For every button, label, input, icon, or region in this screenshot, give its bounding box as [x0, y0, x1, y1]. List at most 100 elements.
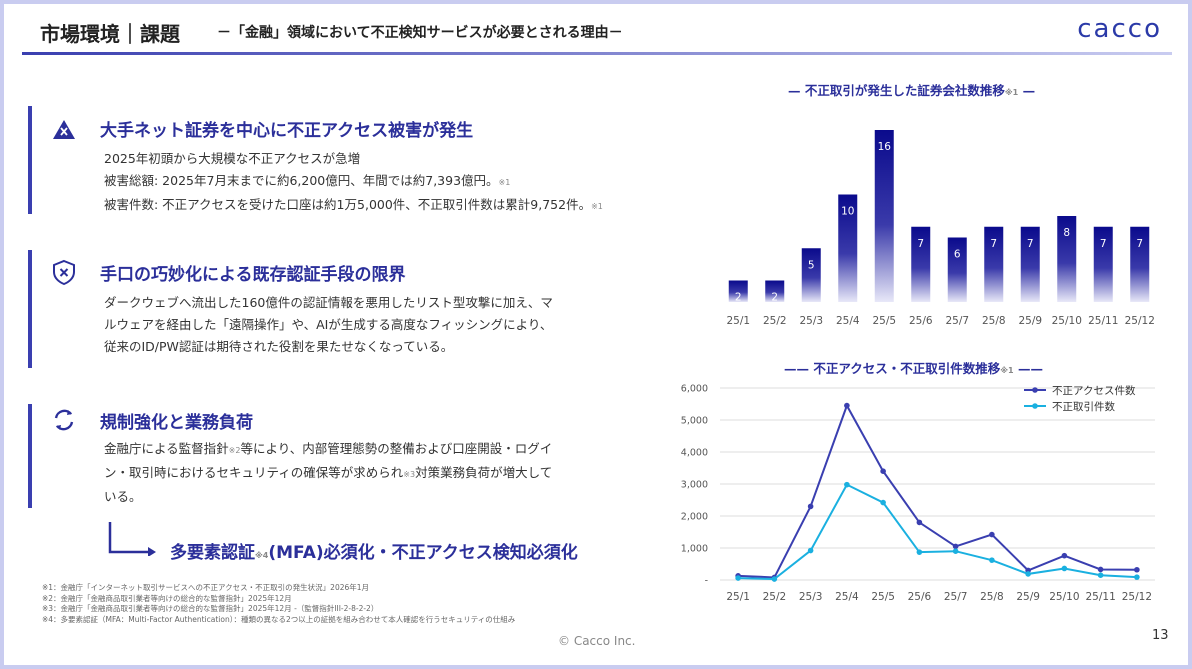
x-tick-label: 25/11	[1088, 315, 1118, 327]
bar-value-label: 10	[841, 206, 854, 218]
data-point	[880, 468, 886, 474]
x-tick-label: 25/3	[799, 315, 823, 327]
bar	[984, 226, 1004, 302]
data-point	[1061, 552, 1068, 559]
bar-value-label: 7	[1100, 238, 1107, 250]
section-title: 規制強化と業務負荷	[100, 413, 253, 433]
y-tick-label: 1,000	[681, 544, 708, 555]
data-point	[916, 549, 923, 555]
data-point	[1025, 571, 1031, 577]
x-tick-label: 25/5	[871, 591, 895, 603]
x-tick-label: 25/6	[908, 591, 932, 603]
shield-x-icon	[50, 258, 78, 286]
body-line: いる。	[104, 489, 142, 504]
y-tick-label: 6,000	[681, 384, 708, 395]
bar	[947, 237, 967, 302]
footnote: ※4：多要素認証（MFA：Multi-Factor Authentication…	[42, 614, 516, 624]
data-point	[844, 481, 850, 488]
data-point	[1097, 566, 1104, 573]
refresh-icon	[50, 406, 78, 434]
bar-value-label: 2	[771, 292, 778, 304]
series-line	[738, 483, 1137, 581]
body-line: 2025年初頭から大規模な不正アクセスが急増	[104, 151, 361, 166]
x-tick-label: 25/7	[945, 315, 969, 327]
x-tick-label: 25/2	[763, 315, 787, 327]
x-tick-label: 25/10	[1052, 315, 1082, 327]
footnotes: ※1：金融庁「インターネット取引サービスへの不正アクセス・不正取引の発生状況」2…	[42, 583, 515, 625]
bar	[838, 194, 858, 302]
section-auth-limits: 手口の巧妙化による既存認証手段の限界 ダークウェブへ流出した160億件の認証情報…	[28, 250, 688, 368]
data-point	[807, 547, 814, 554]
bar	[1057, 216, 1077, 302]
bar-value-label: 7	[917, 238, 924, 250]
y-tick-label: 5,000	[681, 416, 708, 427]
bar	[728, 280, 748, 302]
bar-chart: 225/1225/2525/31025/41625/5725/6625/7725…	[726, 130, 1155, 327]
page-title: 市場環境｜課題	[40, 22, 180, 46]
slide-header: 市場環境｜課題 －「金融」領域において不正検知サービスが必要とされる理由－ ca…	[22, 14, 1172, 55]
footnote-ref: ※1	[1004, 88, 1019, 97]
cacco-logo: cacco	[1077, 14, 1162, 44]
body-line: 金融庁による監督指針	[104, 441, 229, 456]
y-tick-label: -	[705, 576, 708, 587]
arrow-icon	[108, 522, 156, 557]
data-point	[880, 499, 886, 506]
section-body: 2025年初頭から大規模な不正アクセスが急増 被害総額: 2025年7月末までに…	[104, 148, 603, 218]
x-tick-label: 25/2	[763, 591, 787, 603]
x-tick-label: 25/4	[836, 315, 860, 327]
section-accent-bar	[28, 404, 32, 508]
data-point	[989, 531, 995, 538]
data-point	[989, 557, 995, 563]
footnote-ref: ※1	[1000, 366, 1014, 375]
x-tick-label: 25/1	[726, 591, 750, 603]
x-tick-label: 25/3	[799, 591, 823, 603]
x-tick-label: 25/5	[872, 315, 896, 327]
emphasis-part: 多要素認証	[170, 543, 255, 563]
footnote-ref: ※2	[228, 446, 241, 455]
x-tick-label: 25/6	[909, 315, 933, 327]
series-line	[738, 403, 1137, 579]
data-point	[952, 548, 959, 554]
section-body: ダークウェブへ流出した160億件の認証情報を悪用したリスト型攻撃に加え、マ ルウ…	[104, 292, 553, 358]
bar-chart-title: — 不正取引が発生した証券会社数推移※1 —	[788, 83, 1036, 98]
x-tick-label: 25/1	[726, 315, 750, 327]
bar-value-label: 7	[1027, 238, 1034, 250]
alert-triangle-icon	[50, 116, 78, 144]
x-tick-label: 25/9	[1016, 591, 1040, 603]
data-point	[952, 543, 959, 550]
bar	[1130, 226, 1150, 302]
bar	[765, 280, 785, 302]
bar-chart-title-text: 不正取引が発生した証券会社数推移	[804, 83, 1005, 98]
header-divider	[22, 52, 1172, 55]
section-regulation: 規制強化と業務負荷 金融庁による監督指針※2等により、内部管理態勢の整備および口…	[28, 404, 688, 508]
section-title: 大手ネット証券を中心に不正アクセス被害が発生	[100, 121, 474, 141]
data-point	[844, 402, 850, 409]
data-point	[735, 575, 741, 581]
section-securities-damage: 大手ネット証券を中心に不正アクセス被害が発生 2025年初頭から大規模な不正アク…	[28, 106, 688, 214]
x-tick-label: 25/9	[1018, 315, 1042, 327]
bar-value-label: 16	[878, 141, 892, 153]
bar	[874, 130, 894, 302]
emphasis-part: (MFA)必須化・不正アクセス検知必須化	[268, 543, 578, 563]
data-point	[916, 519, 923, 526]
footnote: ※2：金融庁「金融商品取引業者等向けの総合的な監督指針」2025年12月	[42, 593, 292, 603]
y-tick-label: 4,000	[681, 448, 708, 459]
legend-marker	[1032, 403, 1038, 409]
footnote-ref: ※3	[403, 470, 416, 479]
bar-value-label: 2	[735, 292, 742, 304]
data-point	[1134, 566, 1140, 573]
bar-value-label: 7	[1136, 238, 1143, 250]
bar	[801, 248, 821, 302]
footnote-ref: ※4	[255, 551, 269, 560]
x-tick-label: 25/10	[1049, 591, 1079, 603]
footnote: ※3：金融庁「金融商品取引業者等向けの総合的な監督指針」2025年12月 -（監…	[42, 604, 379, 613]
section-accent-bar	[28, 250, 32, 368]
body-line: ルウェアを経由した「遠隔操作」や、AIが生成する高度なフィッシングにより、	[104, 317, 553, 332]
bar	[911, 226, 931, 302]
data-point	[1061, 565, 1068, 572]
body-line: 被害件数: 不正アクセスを受けた口座は約1万5,000件、不正取引件数は累計9,…	[104, 197, 592, 212]
data-point	[1134, 574, 1140, 580]
body-line: ダークウェブへ流出した160億件の認証情報を悪用したリスト型攻撃に加え、マ	[104, 295, 553, 310]
footnote: ※1：金融庁「インターネット取引サービスへの不正アクセス・不正取引の発生状況」2…	[42, 583, 370, 592]
legend-marker	[1032, 387, 1038, 393]
